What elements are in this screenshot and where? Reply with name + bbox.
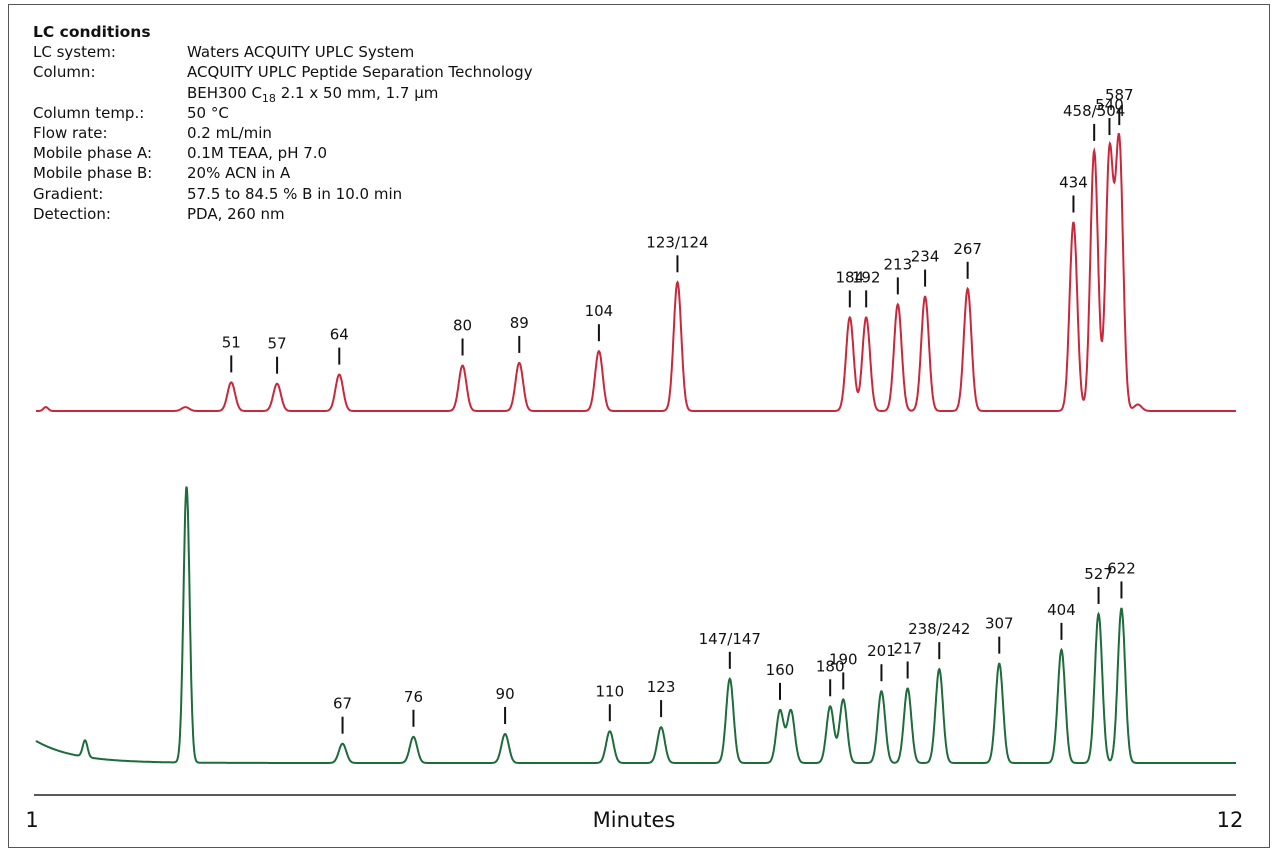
lc-conditions-panel: LC conditions LC system: Waters ACQUITY U… <box>33 22 533 224</box>
x-tick-label: 12 <box>1217 808 1244 832</box>
peak-label: 307 <box>985 615 1014 633</box>
condition-label: Column temp.: <box>33 103 145 122</box>
condition-row: BEH300 C18 2.1 x 50 mm, 1.7 µm <box>33 83 438 105</box>
peak-label: 217 <box>893 639 922 657</box>
condition-value: 50 °C <box>187 103 229 122</box>
x-tick-label: 1 <box>25 808 38 832</box>
peak-label: 434 <box>1059 173 1088 191</box>
x-axis-label: Minutes <box>593 808 676 832</box>
condition-value: PDA, 260 nm <box>187 204 285 223</box>
series-line <box>35 486 1236 764</box>
condition-row: Mobile phase B: 20% ACN in A <box>33 163 290 183</box>
peak-label: 123/124 <box>646 233 708 251</box>
condition-row: Gradient: 57.5 to 84.5 % B in 10.0 min <box>33 184 402 204</box>
peak-label: 190 <box>829 650 858 668</box>
peak-label: 622 <box>1107 559 1136 577</box>
condition-label: Flow rate: <box>33 123 108 142</box>
peak-label: 90 <box>496 685 515 703</box>
condition-row: Mobile phase A: 0.1M TEAA, pH 7.0 <box>33 143 327 163</box>
peak-label: 540 <box>1095 96 1124 114</box>
peak-label: 89 <box>510 314 529 332</box>
condition-label: Mobile phase A: <box>33 144 153 163</box>
condition-row: Column temp.: 50 °C <box>33 103 229 123</box>
conditions-rows: LC system: Waters ACQUITY UPLC System Colu… <box>33 42 533 224</box>
condition-value: ACQUITY UPLC Peptide Separation Technolo… <box>187 63 533 82</box>
condition-value: 57.5 to 84.5 % B in 10.0 min <box>187 184 403 203</box>
figure-frame <box>8 4 1270 848</box>
peak-label: 64 <box>330 326 349 344</box>
peak-label: 213 <box>883 255 912 273</box>
condition-row: Column: ACQUITY UPLC Peptide Separation T… <box>33 62 533 82</box>
condition-value: BEH300 C18 2.1 x 50 mm, 1.7 µm <box>187 83 439 105</box>
condition-label: Gradient: <box>33 184 104 203</box>
peak-label: 267 <box>953 240 982 258</box>
peak-label: 458/504 <box>1063 102 1125 120</box>
condition-value: 0.1M TEAA, pH 7.0 <box>187 144 328 163</box>
peak-label: 67 <box>333 695 352 713</box>
peak-label: 80 <box>453 317 472 335</box>
condition-label: Detection: <box>33 204 111 223</box>
peak-label: 180 <box>816 657 845 675</box>
peak-label: 51 <box>222 333 241 351</box>
peak-label: 76 <box>404 688 423 706</box>
condition-label: Column: <box>33 63 96 82</box>
peak-label: 201 <box>867 642 896 660</box>
peak-label: 110 <box>595 682 624 700</box>
peak-label: 192 <box>852 268 881 286</box>
condition-row: Flow rate: 0.2 mL/min <box>33 123 272 143</box>
peak-label: 527 <box>1084 565 1113 583</box>
condition-value: 0.2 mL/min <box>187 123 272 142</box>
condition-value: 20% ACN in A <box>187 164 291 183</box>
condition-label: Mobile phase B: <box>33 164 153 183</box>
peak-label: 104 <box>585 302 614 320</box>
peak-label: 160 <box>766 661 795 679</box>
peak-label: 234 <box>911 248 940 266</box>
condition-row: Detection: PDA, 260 nm <box>33 204 285 224</box>
conditions-heading: LC conditions <box>33 23 151 41</box>
condition-value: Waters ACQUITY UPLC System <box>187 43 415 62</box>
peak-label: 238/242 <box>908 620 970 638</box>
peak-label: 123 <box>647 678 676 696</box>
peak-label: 587 <box>1105 86 1134 104</box>
condition-label: LC system: <box>33 43 116 62</box>
condition-row: LC system: Waters ACQUITY UPLC System <box>33 42 414 62</box>
series-line <box>36 132 1236 412</box>
peak-label: 404 <box>1047 601 1076 619</box>
peak-label: 147/147 <box>699 630 761 648</box>
peak-label: 57 <box>268 335 287 353</box>
peak-label: 184 <box>835 268 864 286</box>
